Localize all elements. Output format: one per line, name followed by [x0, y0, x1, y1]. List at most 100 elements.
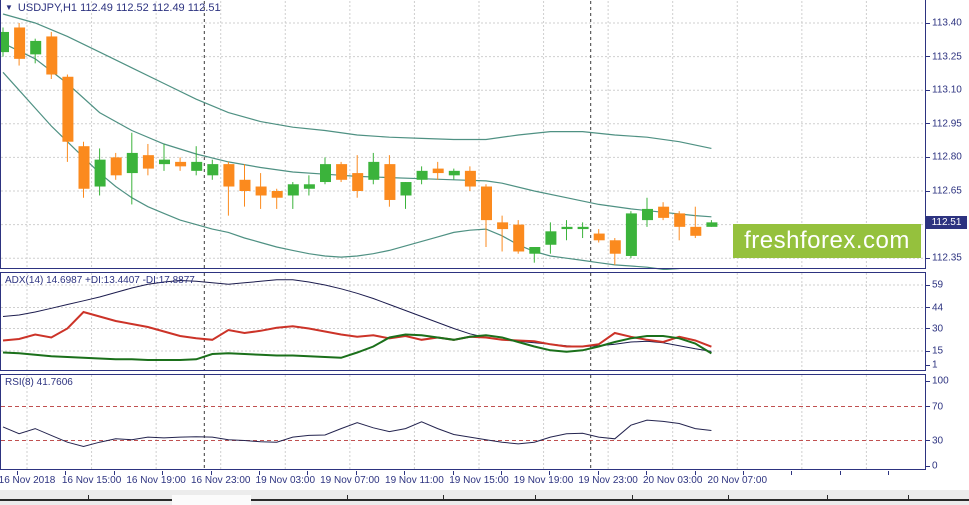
axis-tick — [925, 190, 930, 192]
candle-body — [191, 161, 203, 171]
lower-panel-tick — [632, 495, 633, 499]
adx-axis-label: 15 — [932, 345, 944, 357]
candle-body — [0, 31, 9, 53]
minus-di-line — [2, 310, 712, 348]
bottom-panel-edge — [0, 490, 969, 505]
price-axis-label: 112.35 — [932, 252, 962, 264]
time-axis-tick — [404, 471, 405, 475]
candle-body — [658, 206, 670, 218]
adx-pane[interactable] — [0, 272, 926, 372]
lower-panel-tick — [908, 495, 909, 499]
time-axis-label: 19 Nov 15:00 — [449, 475, 509, 486]
adx-axis-label: 44 — [932, 302, 944, 313]
candle-body — [577, 226, 589, 230]
axis-tick — [925, 307, 930, 308]
time-axis-tick — [598, 471, 599, 475]
price-axis-label: 113.40 — [932, 17, 962, 29]
lower-panel-tick — [347, 495, 348, 499]
time-axis-tick — [888, 471, 889, 475]
time-axis-label: 20 Nov 07:00 — [707, 475, 768, 486]
symbol-dropdown-icon[interactable]: ▼ — [5, 3, 13, 12]
candle-body — [513, 224, 525, 252]
axis-tick — [925, 350, 930, 352]
candle-body — [239, 179, 251, 191]
time-axis-tick — [211, 471, 212, 475]
candle-body — [46, 36, 58, 75]
candle-body — [175, 161, 187, 167]
rsi-indicator-label: RSI(8) 41.7606 — [5, 377, 73, 388]
candle-body — [416, 170, 428, 180]
time-axis-label: 16 Nov 15:00 — [61, 475, 122, 486]
lower-panel-tick — [88, 495, 89, 499]
price-pane[interactable] — [0, 0, 926, 270]
candle-body — [30, 40, 42, 55]
candle-body — [287, 184, 299, 196]
time-axis-label: 16 Nov 19:00 — [126, 475, 186, 486]
time-axis-tick — [114, 471, 115, 475]
candle-body — [464, 170, 476, 187]
time-axis-tick — [162, 471, 163, 475]
time-axis-tick — [356, 471, 357, 475]
bollinger-lower-band — [2, 71, 680, 270]
candle-body — [690, 226, 702, 236]
candle-body — [368, 161, 380, 180]
candle-body — [352, 173, 364, 191]
axis-tick — [925, 440, 930, 441]
time-axis-tick — [453, 471, 454, 475]
candle-body — [497, 222, 509, 230]
axis-tick — [925, 284, 930, 286]
rsi-pane-frame — [0, 374, 926, 470]
candle-body — [448, 170, 460, 176]
time-axis-tick — [307, 471, 308, 475]
panel-splitter-handle[interactable] — [172, 495, 251, 505]
candle-body — [706, 222, 718, 227]
axis-tick — [925, 56, 930, 58]
time-axis-label: 16 Nov 23:00 — [190, 475, 251, 486]
bollinger-upper-band — [2, 13, 712, 149]
time-axis-tick — [501, 471, 502, 475]
time-axis-label: 19 Nov 03:00 — [255, 475, 316, 486]
time-axis-label: 20 Nov 03:00 — [642, 475, 703, 486]
candle-body — [432, 168, 444, 174]
axis-tick — [925, 364, 930, 366]
time-axis-label: 19 Nov 23:00 — [578, 475, 638, 486]
chart-title-bar: ▼ USDJPY,H1 112.49 112.52 112.49 112.51 — [5, 2, 221, 14]
price-axis-label: 113.10 — [932, 84, 962, 96]
lower-panel-border — [0, 499, 172, 501]
candle-body — [481, 186, 492, 221]
candle-body — [110, 157, 122, 176]
candle-body — [14, 27, 26, 59]
candle-body — [207, 164, 219, 176]
lower-panel-tick — [827, 495, 828, 499]
candle-body — [529, 247, 541, 254]
candle-body — [142, 155, 154, 169]
rsi-axis-label: 0 — [932, 460, 938, 472]
axis-tick — [925, 380, 930, 382]
candle-body — [255, 186, 267, 196]
candle-body — [336, 164, 348, 180]
time-axis-tick — [646, 471, 647, 475]
candle-body — [159, 159, 170, 165]
axis-tick — [925, 328, 930, 329]
current-price-badge: 112.51 — [926, 216, 967, 229]
candle-body — [593, 233, 605, 241]
price-axis-label: 112.80 — [932, 151, 962, 163]
time-axis-label: 19 Nov 19:00 — [513, 475, 574, 486]
adx-pane-frame — [0, 272, 926, 371]
rsi-pane[interactable] — [0, 374, 926, 471]
candle-body — [303, 184, 315, 189]
price-axis-label: 113.25 — [932, 51, 962, 63]
lower-panel-tick — [535, 495, 536, 499]
adx-indicator-label: ADX(14) 14.6987 +DI:13.4407 -DI:17.8877 — [5, 275, 195, 286]
axis-tick — [925, 156, 930, 158]
candle-body — [271, 191, 283, 198]
price-axis-label: 112.65 — [932, 185, 962, 197]
time-axis-tick — [840, 471, 841, 475]
candle-body — [625, 213, 637, 256]
candle-body — [126, 152, 138, 174]
axis-tick — [925, 465, 930, 467]
adx-axis-label: 1 — [932, 359, 938, 371]
time-axis-label: 19 Nov 07:00 — [320, 475, 380, 486]
candle-body — [609, 240, 621, 254]
